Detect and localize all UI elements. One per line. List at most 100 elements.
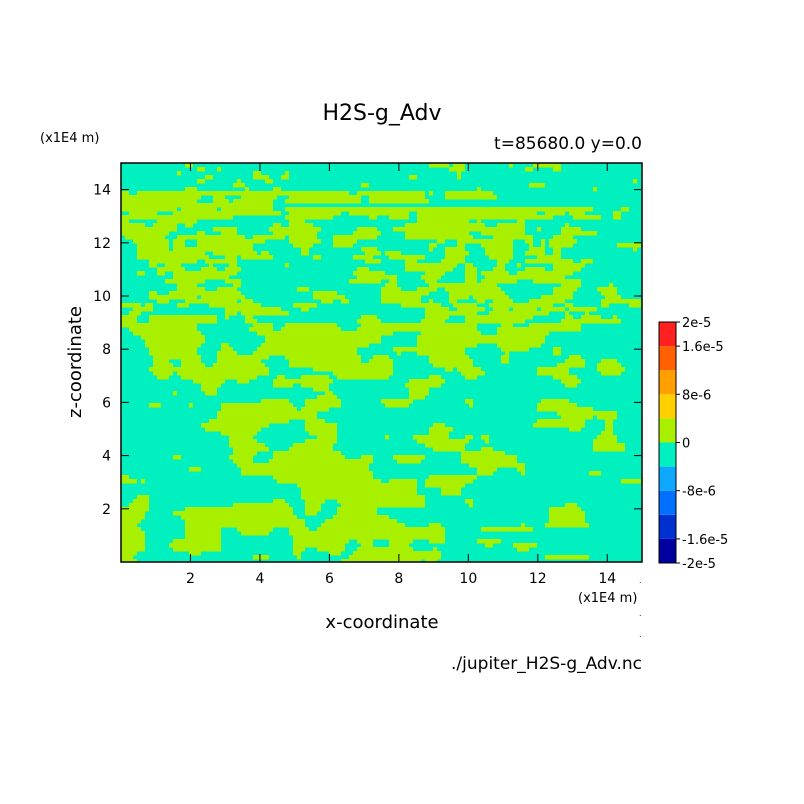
heatmap-patch (337, 375, 389, 380)
heatmap-patch (273, 451, 341, 456)
heatmap-patch (613, 215, 621, 220)
heatmap-patch (213, 363, 265, 368)
heatmap-patch (313, 291, 337, 296)
heatmap-patch (541, 399, 569, 404)
heatmap-patch (481, 435, 489, 440)
heatmap-patch (405, 231, 469, 236)
y-tick-label: 10 (93, 289, 111, 305)
heatmap-patch (153, 371, 173, 376)
heatmap-patch (381, 287, 401, 292)
heatmap-patch (481, 527, 533, 532)
heatmap-patch (121, 531, 145, 536)
heatmap-patch (305, 507, 321, 512)
heatmap-patch (441, 487, 461, 492)
heatmap-patch (189, 403, 193, 408)
heatmap-patch (213, 195, 225, 200)
heatmap-patch (537, 403, 577, 408)
heatmap-patch (181, 359, 201, 364)
heatmap-patch (469, 403, 473, 408)
heatmap-patch (553, 267, 581, 272)
heatmap-patch (417, 219, 469, 224)
heatmap-patch (425, 443, 465, 448)
heatmap-patch (389, 255, 425, 260)
heatmap-patch (149, 367, 269, 372)
heatmap-patch (133, 331, 201, 336)
heatmap-patch (121, 543, 145, 548)
heatmap-patch (429, 431, 449, 436)
heatmap-patch (561, 283, 581, 288)
heatmap-patch (185, 507, 293, 512)
heatmap-patch (121, 199, 197, 204)
heatmap-patch (193, 379, 225, 384)
heatmap-patch (205, 175, 213, 180)
heatmap-patch (561, 379, 581, 384)
heatmap-patch (305, 503, 321, 508)
heatmap-patch (313, 387, 329, 392)
heatmap-patch (493, 299, 513, 304)
heatmap-patch (157, 267, 185, 272)
heatmap-patch (121, 479, 137, 484)
heatmap-patch (121, 511, 145, 516)
heatmap-patch (457, 239, 513, 244)
heatmap-patch (153, 355, 201, 360)
heatmap-patch (465, 263, 473, 268)
heatmap-patch (561, 227, 581, 232)
colorbar-label: 2e-5 (682, 316, 711, 331)
heatmap-patch (553, 167, 561, 172)
heatmap-patch (121, 547, 145, 552)
heatmap-patch (525, 267, 545, 272)
heatmap-patch (553, 291, 573, 296)
heatmap-patch (121, 519, 141, 524)
heatmap-patch (213, 251, 257, 256)
heatmap-patch (301, 251, 309, 256)
x-tick-label: 10 (459, 571, 477, 587)
x-axis-label: x-coordinate (325, 612, 438, 633)
heatmap-patch (153, 223, 177, 228)
heatmap-patch (537, 407, 593, 412)
heatmap-patch (561, 319, 621, 324)
heatmap-patch (293, 539, 349, 544)
heatmap-patch (429, 427, 453, 432)
heatmap-patch (433, 547, 437, 552)
heatmap-patch (301, 247, 309, 252)
heatmap-patch (293, 243, 313, 248)
heatmap-patch (497, 327, 581, 332)
heatmap-patch (329, 551, 341, 556)
heatmap-patch (361, 315, 377, 320)
heatmap-patch (221, 347, 233, 352)
x-unit-label: (x1E4 m) (578, 591, 637, 606)
heatmap-patch (549, 519, 585, 524)
heatmap-patch (133, 499, 149, 504)
heatmap-patch (157, 375, 169, 380)
heatmap-patch (485, 543, 493, 548)
heatmap-patch (197, 243, 253, 248)
heatmap-patch (241, 255, 273, 260)
heatmap-patch (553, 287, 577, 292)
heatmap-patch (425, 315, 449, 320)
heatmap-patch (333, 243, 353, 248)
heatmap-patch (493, 307, 509, 312)
heatmap-patch (309, 431, 337, 436)
heatmap-patch (513, 307, 537, 312)
heatmap-patch (397, 351, 401, 356)
heatmap-patch (429, 163, 449, 168)
heatmap-patch (121, 195, 201, 200)
heatmap-patch (421, 319, 445, 324)
heatmap-patch (465, 267, 477, 272)
heatmap-patch (393, 347, 465, 352)
heatmap-patch (525, 239, 533, 244)
heatmap-patch (501, 355, 509, 360)
heatmap-patch (173, 211, 281, 216)
heatmap-patch (173, 247, 253, 252)
heatmap-patch (121, 215, 233, 220)
heatmap-patch (137, 247, 169, 252)
heatmap-patch (429, 283, 497, 288)
heatmap-patch (593, 187, 597, 192)
heatmap-patch (549, 515, 585, 520)
heatmap-patch (353, 231, 381, 236)
y-axis-label: z-coordinate (65, 306, 86, 418)
heatmap-patch (465, 275, 477, 280)
heatmap-patch (441, 259, 465, 264)
heatmap-patch (397, 459, 421, 464)
heatmap-patch (165, 279, 205, 284)
